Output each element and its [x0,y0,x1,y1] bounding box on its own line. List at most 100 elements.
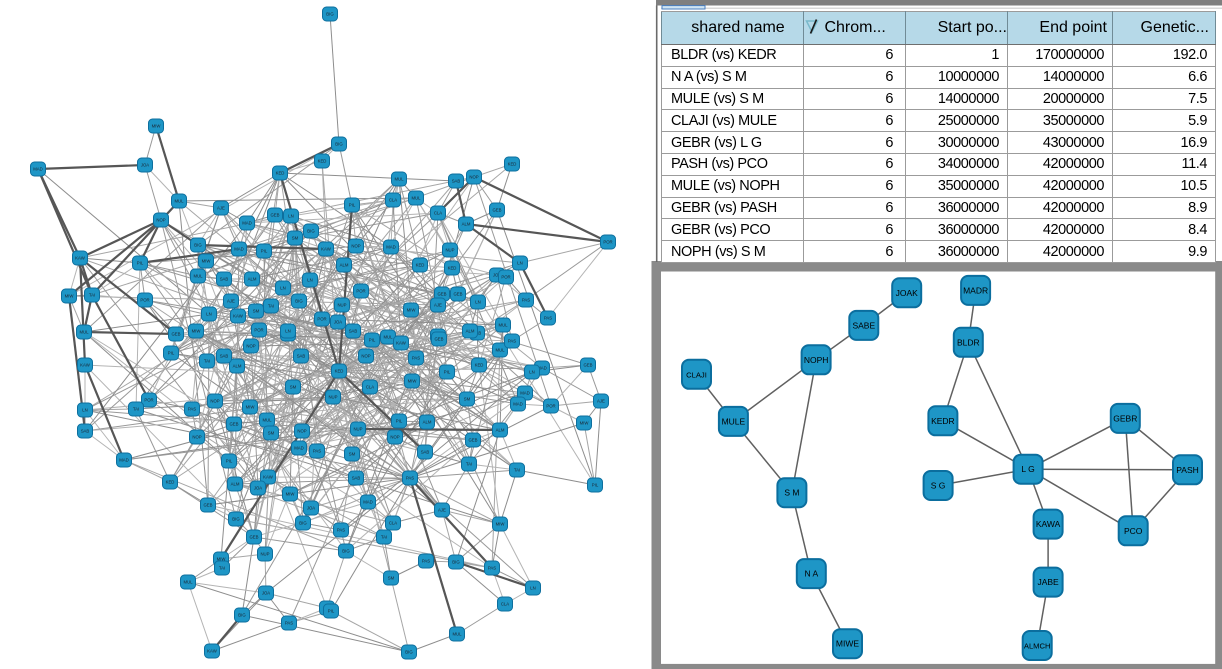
svg-text:NOP: NOP [246,344,255,349]
svg-text:ALM: ALM [231,482,240,487]
svg-text:MAD: MAD [386,245,396,250]
svg-text:LN: LN [529,370,535,375]
svg-text:GEB: GEB [203,503,212,508]
svg-text:MADR: MADR [963,285,988,295]
svg-text:MUL: MUL [79,330,89,335]
svg-text:LN: LN [475,300,481,305]
svg-text:NOP: NOP [361,354,370,359]
svg-text:ALM: ALM [248,277,257,282]
svg-text:KED: KED [335,369,344,374]
svg-text:ALM: ALM [466,329,475,334]
svg-text:AJE: AJE [597,399,605,404]
svg-text:GEB: GEB [249,535,258,540]
svg-text:KAW: KAW [80,363,91,368]
svg-text:TAI: TAI [133,407,139,412]
svg-text:GEB: GEB [171,332,180,337]
svg-text:NUP: NUP [260,552,269,557]
svg-text:MAD: MAD [537,366,547,371]
svg-text:KAW: KAW [75,256,86,261]
svg-text:JOAK: JOAK [896,288,919,298]
svg-text:KED: KED [448,266,457,271]
svg-text:SM: SM [349,452,356,457]
svg-text:MUL: MUL [262,418,272,423]
svg-text:SAB: SAB [452,179,461,184]
svg-text:POR: POR [140,298,149,303]
svg-text:CLAJI: CLAJI [686,370,707,379]
svg-text:SM: SM [290,385,297,390]
svg-text:NOP: NOP [351,244,360,249]
svg-text:LN: LN [280,286,286,291]
svg-text:NUP: NUP [353,427,362,432]
svg-text:MIW: MIW [496,522,506,527]
svg-text:PIL: PIL [349,203,356,208]
svg-text:PIL: PIL [261,249,268,254]
svg-text:NOP: NOP [469,175,478,180]
svg-text:POR: POR [254,328,263,333]
svg-text:SM: SM [292,236,299,241]
svg-text:MIW: MIW [202,259,212,264]
svg-text:CLA: CLA [434,211,442,216]
svg-text:MAD: MAD [513,402,523,407]
svg-text:PASH: PASH [1176,465,1199,475]
svg-text:MAD: MAD [119,458,129,463]
svg-text:NUP: NUP [328,395,337,400]
svg-text:TAI: TAI [268,304,274,309]
svg-text:PIL: PIL [396,419,403,424]
svg-text:KAW: KAW [263,475,274,480]
svg-text:MIW: MIW [192,329,202,334]
svg-text:MIW: MIW [152,124,162,129]
svg-text:BIG: BIG [326,12,334,17]
svg-text:NOP: NOP [156,218,165,223]
svg-text:JOA: JOA [141,163,149,168]
svg-text:JOA: JOA [334,320,342,325]
svg-text:AJE: AJE [227,299,235,304]
svg-text:PAS: PAS [337,528,345,533]
svg-text:TAI: TAI [381,535,387,540]
svg-text:ALMCH: ALMCH [1024,642,1051,651]
svg-text:MAD: MAD [294,446,304,451]
svg-text:JOA: JOA [307,506,315,511]
svg-text:PAS: PAS [412,356,420,361]
svg-text:GEBR: GEBR [1113,413,1137,423]
svg-text:L G: L G [1021,464,1034,474]
svg-text:POR: POR [603,240,612,245]
svg-text:PAS: PAS [422,559,430,564]
svg-text:GEB: GEB [229,422,238,427]
svg-text:PIL: PIL [369,338,376,343]
svg-text:MIW: MIW [217,557,227,562]
svg-text:KAW: KAW [233,314,244,319]
svg-text:PAS: PAS [522,298,530,303]
svg-text:PIL: PIL [226,459,233,464]
svg-text:ALM: ALM [340,263,349,268]
svg-text:AJE: AJE [434,303,442,308]
svg-text:MIW: MIW [407,308,417,313]
svg-text:SAB: SAB [421,450,430,455]
svg-text:N A: N A [804,569,818,579]
svg-text:SAB: SAB [297,354,306,359]
svg-text:KED: KED [318,159,327,164]
svg-text:MAD: MAD [520,391,530,396]
svg-text:CLA: CLA [389,521,397,526]
svg-text:LN: LN [307,278,313,283]
svg-text:AJE: AJE [438,508,446,513]
svg-text:MIWE: MIWE [836,639,859,649]
svg-text:POR: POR [356,289,365,294]
svg-text:JOA: JOA [493,273,501,278]
svg-text:ALM: ALM [496,428,505,433]
svg-text:PIL: PIL [168,351,175,356]
svg-text:PIL: PIL [328,609,335,614]
svg-text:BIG: BIG [299,521,307,526]
svg-text:PCO: PCO [1124,526,1143,536]
svg-text:PIL: PIL [137,261,144,266]
svg-text:LN: LN [530,586,536,591]
svg-text:NOPH: NOPH [804,355,829,365]
svg-text:GEB: GEB [434,337,443,342]
svg-text:SABE: SABE [852,320,875,330]
svg-text:GEB: GEB [270,213,279,218]
svg-text:SM: SM [253,309,260,314]
svg-text:JOA: JOA [262,591,270,596]
svg-text:ALM: ALM [233,364,242,369]
svg-text:LN: LN [206,312,212,317]
svg-text:MIW: MIW [65,294,75,299]
svg-text:SM: SM [464,397,471,402]
